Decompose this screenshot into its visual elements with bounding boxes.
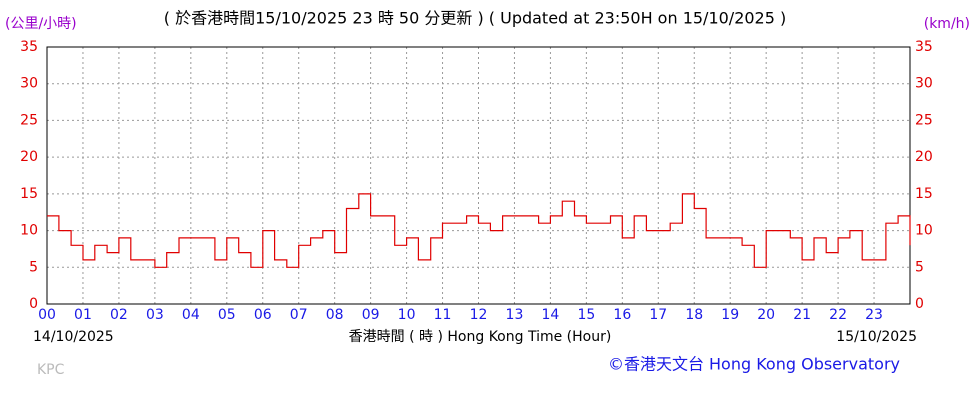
x-tick-label: 21	[793, 307, 811, 323]
x-tick-label: 19	[721, 307, 739, 323]
x-tick-label: 11	[434, 307, 452, 323]
x-tick-label: 04	[182, 307, 200, 323]
y-tick-label-right: 20	[915, 149, 933, 165]
credit: ©香港天文台 Hong Kong Observatory	[608, 355, 900, 374]
x-tick-label: 06	[254, 307, 272, 323]
x-tick-label: 08	[326, 307, 344, 323]
y-tick-label: 15	[20, 186, 38, 202]
x-tick-label: 05	[218, 307, 236, 323]
x-tick-label: 01	[74, 307, 92, 323]
x-tick-label: 10	[398, 307, 416, 323]
y-tick-label-right: 10	[915, 223, 933, 239]
y-tick-label-right: 30	[915, 76, 933, 92]
x-tick-label: 17	[649, 307, 667, 323]
x-tick-label: 13	[506, 307, 524, 323]
y-tick-label: 35	[20, 39, 38, 55]
station: KPC	[37, 362, 65, 378]
x-tick-label: 23	[865, 307, 883, 323]
x-tick-label: 02	[110, 307, 128, 323]
y-tick-label-right: 15	[915, 186, 933, 202]
y-tick-label-right: 0	[915, 296, 924, 312]
wind-line	[47, 193, 911, 268]
y-tick-label: 10	[20, 223, 38, 239]
x-tick-label: 00	[38, 307, 56, 323]
x-axis-label: 香港時間 ( 時 ) Hong Kong Time (Hour)	[349, 329, 612, 345]
plot-frame	[46, 46, 911, 305]
y-tick-label: 30	[20, 76, 38, 92]
y-tick-label-right: 5	[915, 259, 924, 275]
x-tick-label: 14	[542, 307, 560, 323]
start-date: 14/10/2025	[33, 329, 114, 345]
y-tick-label: 0	[29, 296, 38, 312]
x-tick-label: 16	[613, 307, 631, 323]
end-date: 15/10/2025	[836, 329, 917, 345]
y-tick-label: 20	[20, 149, 38, 165]
y-tick-label-right: 25	[915, 112, 933, 128]
y-unit-right: (km/h)	[924, 16, 970, 32]
x-tick-label: 18	[685, 307, 703, 323]
x-tick-label: 03	[146, 307, 164, 323]
x-tick-label: 07	[290, 307, 308, 323]
y-tick-label: 25	[20, 112, 38, 128]
y-tick-label: 5	[29, 259, 38, 275]
x-tick-label: 15	[577, 307, 595, 323]
x-tick-label: 22	[829, 307, 847, 323]
x-tick-label: 20	[757, 307, 775, 323]
chart-title: ( 於香港時間15/10/2025 23 時 50 分更新 ) ( Update…	[164, 9, 787, 28]
x-tick-label: 12	[470, 307, 488, 323]
x-tick-label: 09	[362, 307, 380, 323]
y-tick-label-right: 35	[915, 39, 933, 55]
y-unit-left: (公里/小時)	[5, 16, 77, 32]
